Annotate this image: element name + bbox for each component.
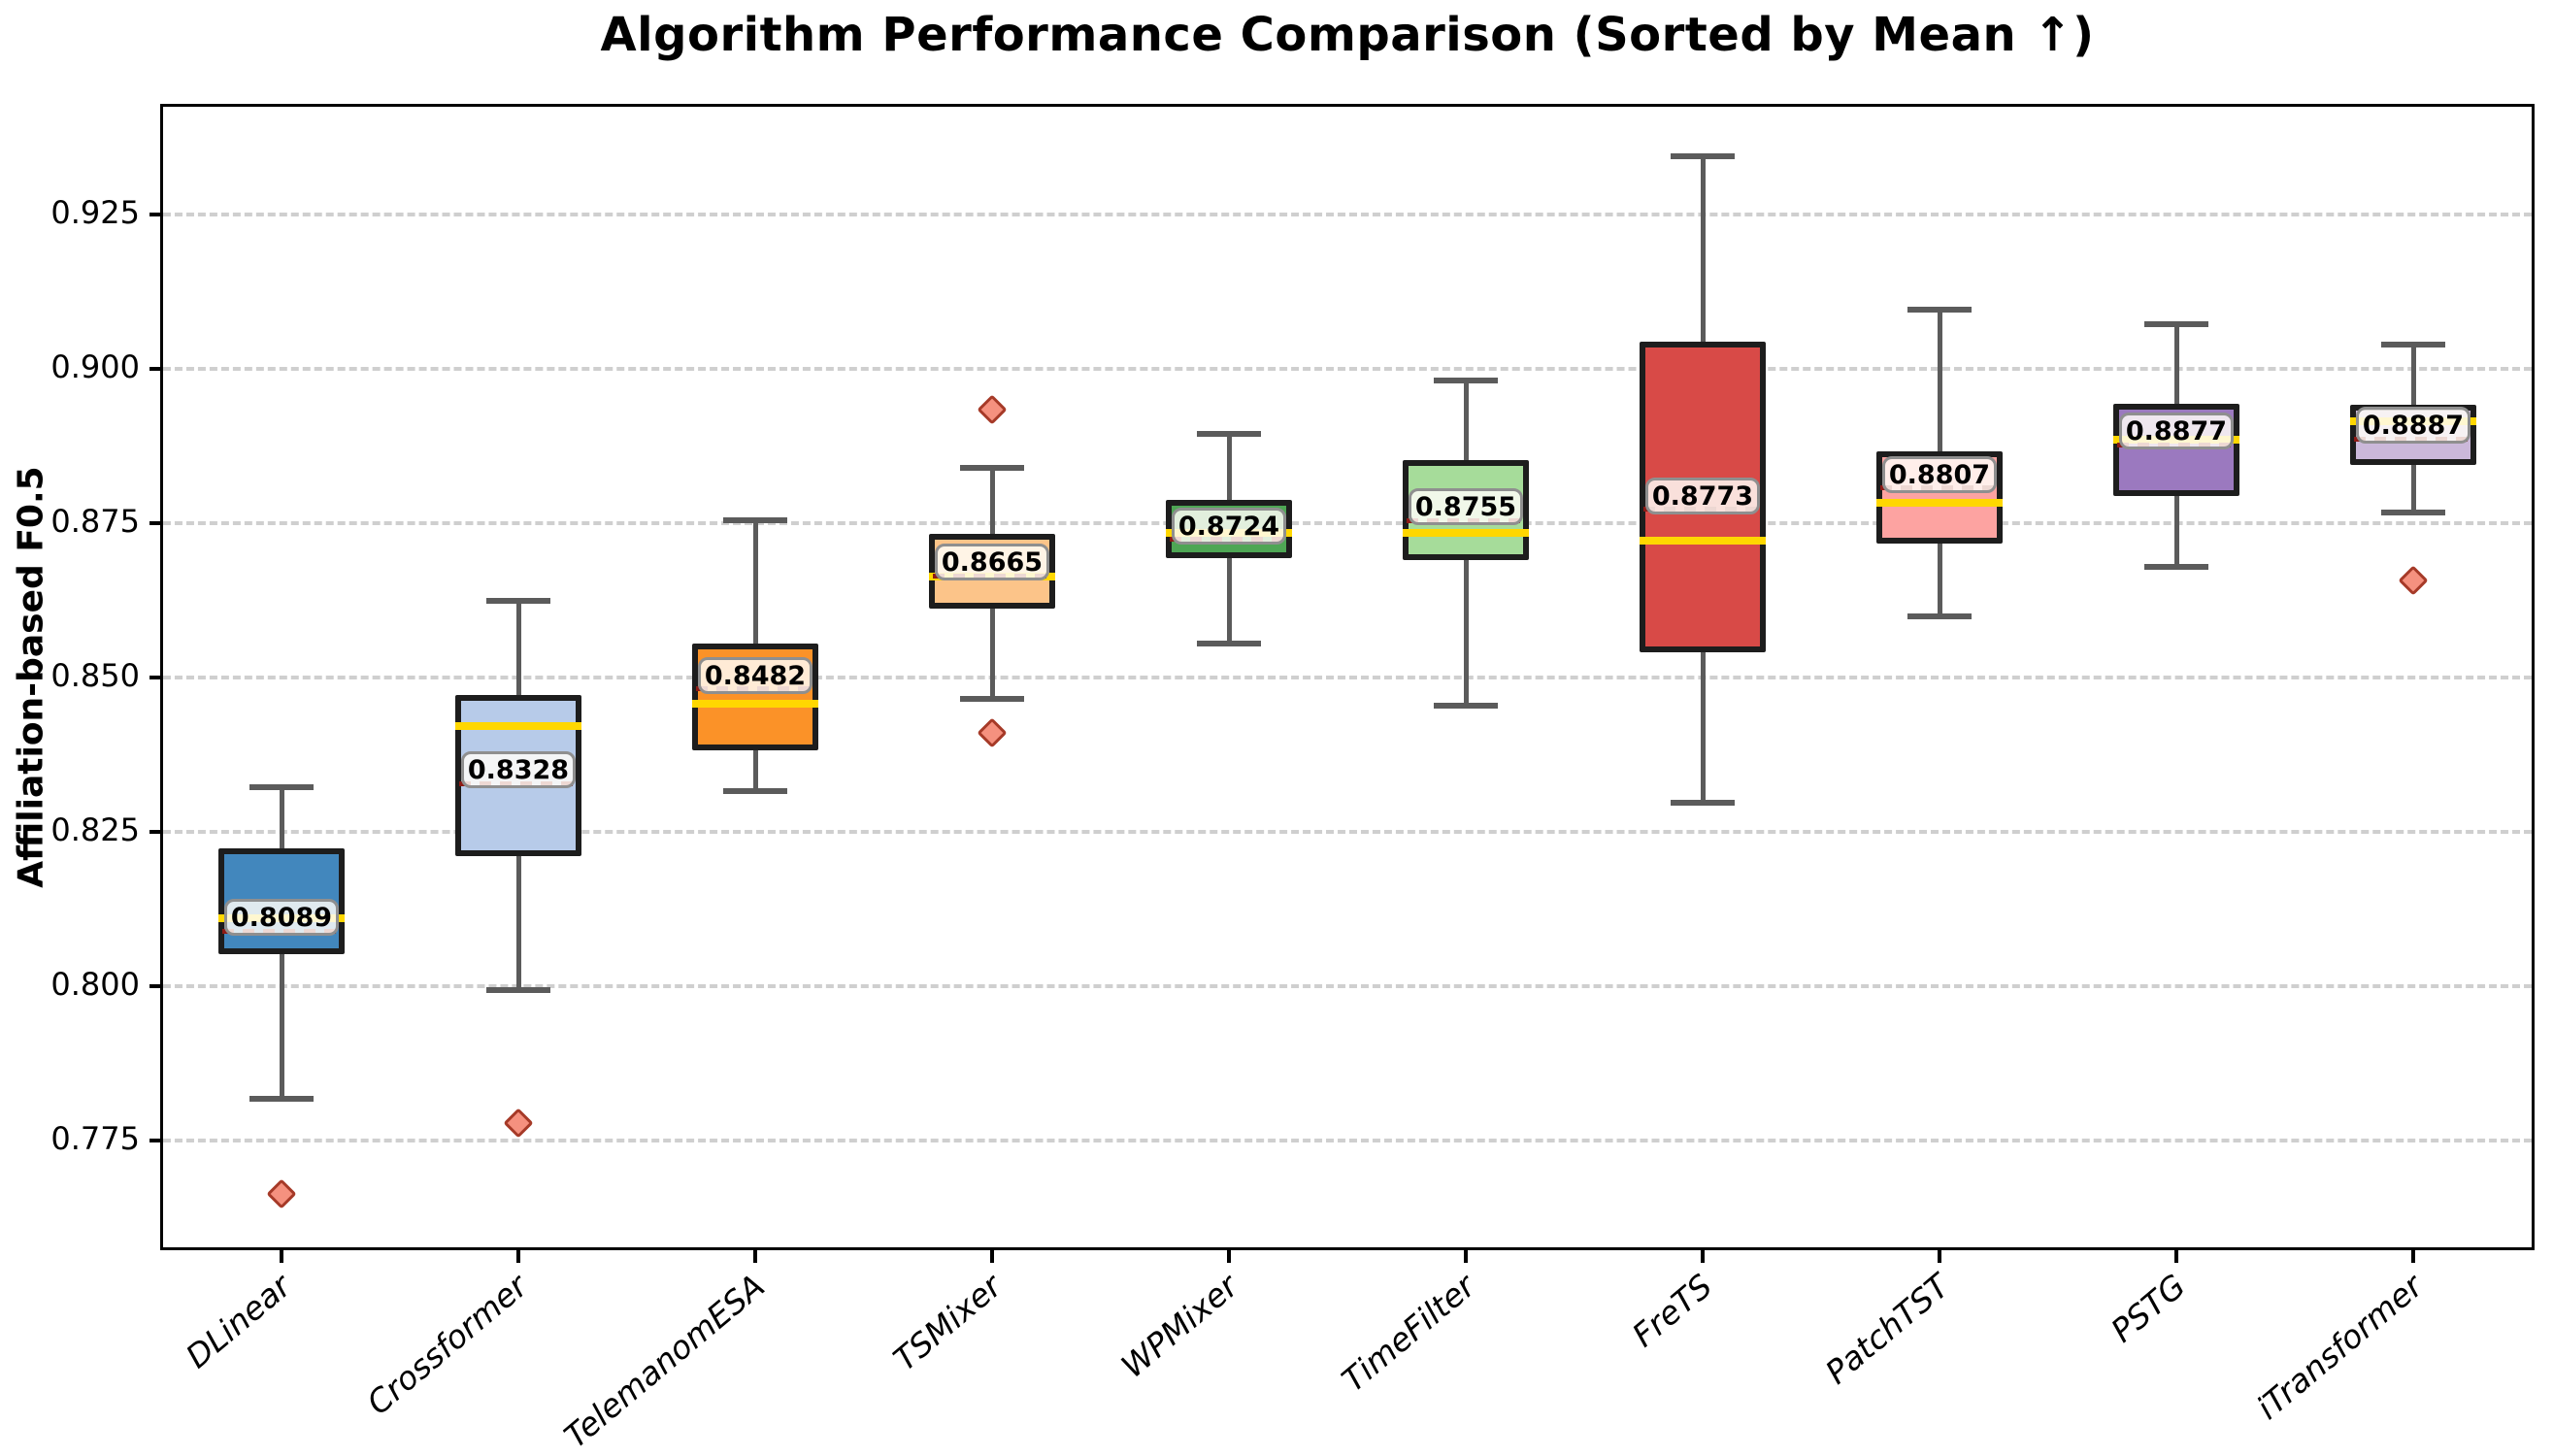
whisker-cap-lower [960, 696, 1024, 703]
median-line [1876, 498, 2003, 507]
whisker-cap-lower [1434, 702, 1498, 709]
x-tick-mark [1701, 1247, 1705, 1263]
x-tick-mark [2174, 1247, 2178, 1263]
gridline [163, 1139, 2532, 1142]
whisker-cap-upper [1434, 377, 1498, 383]
y-tick-mark [149, 984, 163, 989]
whisker-lower [1463, 559, 1469, 706]
y-tick-label: 0.900 [50, 348, 140, 386]
y-tick-mark [149, 676, 163, 680]
median-line [1403, 528, 1529, 537]
whisker-lower [752, 749, 758, 792]
whisker-cap-lower [486, 986, 550, 993]
whisker-upper [1226, 433, 1232, 501]
whisker-upper [515, 601, 521, 695]
mean-label-wpmixer: 0.8724 [1172, 507, 1286, 545]
whisker-lower [1937, 544, 1942, 616]
mean-label-crossformer: 0.8328 [461, 751, 576, 789]
gridline [163, 830, 2532, 835]
median-line [692, 699, 818, 708]
median-line [1640, 536, 1766, 545]
x-tick-label-patchtst: PatchTST [1817, 1267, 1957, 1392]
gridline [163, 213, 2532, 217]
whisker-cap-lower [1907, 612, 1972, 619]
mean-label-frets: 0.8773 [1645, 477, 1760, 514]
y-tick-label: 0.850 [50, 657, 140, 695]
whisker-cap-upper [960, 464, 1024, 471]
x-tick-mark [1464, 1247, 1468, 1263]
y-tick-label: 0.775 [50, 1120, 140, 1157]
x-tick-label-telemanomesa: TelemanomESA [557, 1267, 773, 1456]
x-tick-mark [2411, 1247, 2415, 1263]
gridline [163, 367, 2532, 372]
x-tick-label-crossformer: Crossformer [359, 1267, 536, 1423]
whisker-cap-upper [249, 784, 314, 791]
whisker-upper [1937, 310, 1942, 452]
y-tick-label: 0.875 [50, 503, 140, 541]
y-tick-label: 0.925 [50, 194, 140, 232]
y-tick-mark [149, 521, 163, 526]
mean-label-itransformer: 0.8887 [2356, 407, 2470, 445]
whisker-cap-upper [1671, 152, 1735, 159]
whisker-upper [752, 520, 758, 645]
gridline [163, 521, 2532, 526]
x-tick-label-pstg: PSTG [2104, 1267, 2194, 1350]
y-tick-mark [149, 213, 163, 217]
whisker-cap-lower [1197, 641, 1261, 647]
whisker-upper [2173, 323, 2179, 405]
mean-label-telemanomesa: 0.8482 [698, 656, 812, 694]
x-tick-label-timefilter: TimeFilter [1334, 1267, 1483, 1400]
x-tick-mark [280, 1247, 283, 1263]
whisker-cap-lower [2144, 564, 2208, 571]
whisker-upper [989, 467, 995, 534]
x-tick-label-dlinear: DLinear [178, 1267, 299, 1376]
whisker-lower [1700, 652, 1706, 803]
whisker-upper [1463, 380, 1469, 460]
x-tick-mark [1938, 1247, 1941, 1263]
whisker-cap-upper [2144, 320, 2208, 327]
whisker-upper [2410, 345, 2416, 406]
whisker-upper [279, 787, 284, 849]
mean-label-patchtst: 0.8807 [1882, 455, 1997, 493]
y-tick-label: 0.825 [50, 811, 140, 849]
whisker-cap-upper [486, 598, 550, 605]
gridline [163, 984, 2532, 989]
whisker-cap-lower [249, 1096, 314, 1103]
x-tick-label-wpmixer: WPMixer [1114, 1267, 1246, 1386]
mean-label-timefilter: 0.8755 [1409, 488, 1523, 525]
mean-label-pstg: 0.8877 [2119, 413, 2234, 450]
whisker-lower [989, 608, 995, 700]
gridline [163, 676, 2532, 680]
x-tick-mark [990, 1247, 994, 1263]
whisker-lower [2173, 495, 2179, 568]
whisker-cap-upper [2381, 342, 2445, 348]
chart-title: Algorithm Performance Comparison (Sorted… [600, 8, 2095, 62]
mean-label-tsmixer: 0.8665 [935, 544, 1049, 581]
whisker-cap-lower [1671, 799, 1735, 806]
y-tick-mark [149, 367, 163, 372]
whisker-cap-lower [2381, 510, 2445, 516]
whisker-lower [279, 953, 284, 1100]
whisker-cap-lower [723, 788, 787, 795]
whisker-cap-upper [1197, 430, 1261, 437]
whisker-lower [2410, 465, 2416, 513]
median-line [455, 722, 581, 731]
y-tick-mark [149, 830, 163, 835]
x-tick-mark [753, 1247, 757, 1263]
whisker-upper [1700, 155, 1706, 342]
y-tick-mark [149, 1139, 163, 1142]
whisker-lower [1226, 558, 1232, 645]
x-tick-label-itransformer: iTransformer [2249, 1267, 2431, 1427]
whisker-lower [515, 855, 521, 990]
mean-label-dlinear: 0.8089 [224, 899, 339, 937]
x-tick-label-tsmixer: TSMixer [885, 1267, 1010, 1378]
x-tick-mark [1227, 1247, 1231, 1263]
whisker-cap-upper [723, 517, 787, 523]
x-tick-mark [516, 1247, 520, 1263]
x-tick-label-frets: FreTS [1625, 1267, 1720, 1355]
y-tick-label: 0.800 [50, 966, 140, 1004]
whisker-cap-upper [1907, 307, 1972, 314]
